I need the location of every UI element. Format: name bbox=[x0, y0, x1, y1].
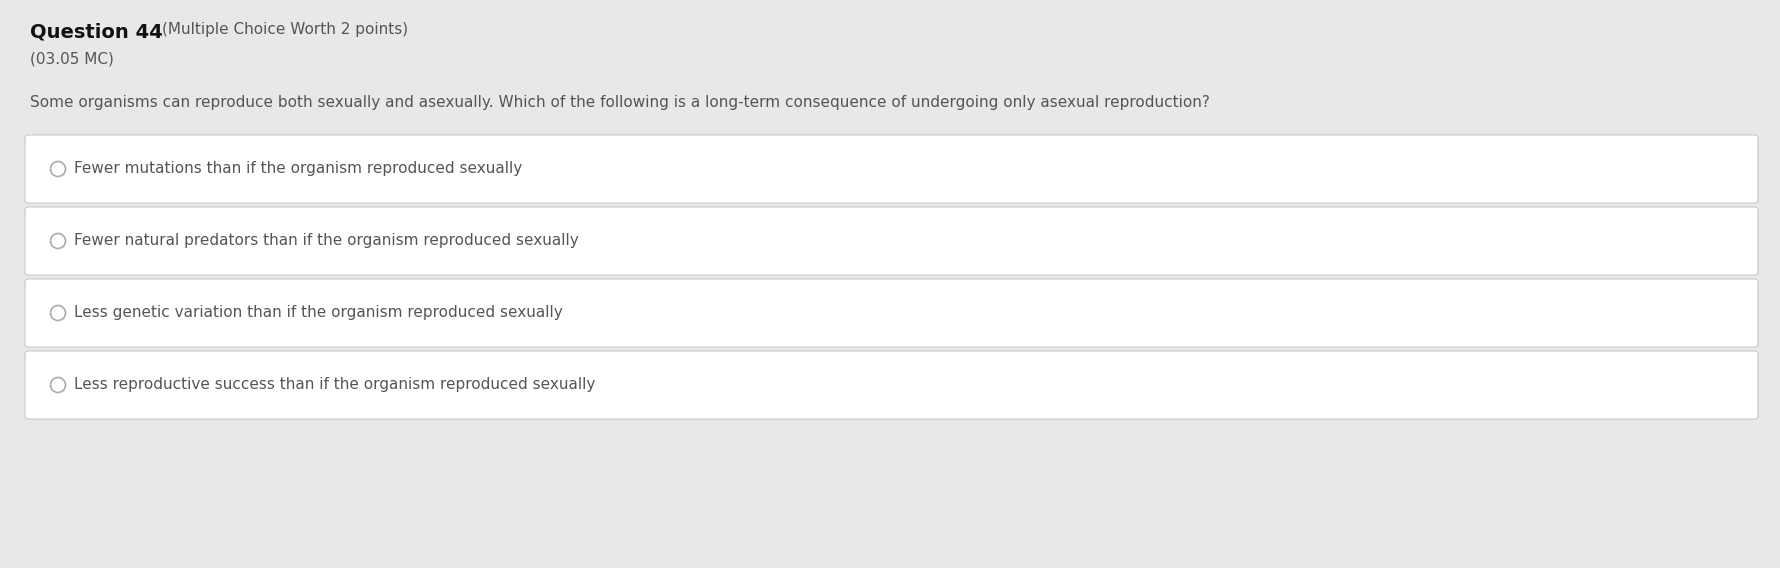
Circle shape bbox=[50, 306, 66, 320]
Circle shape bbox=[50, 233, 66, 249]
Circle shape bbox=[50, 378, 66, 392]
FancyBboxPatch shape bbox=[25, 207, 1759, 275]
Text: Fewer natural predators than if the organism reproduced sexually: Fewer natural predators than if the orga… bbox=[75, 233, 579, 249]
FancyBboxPatch shape bbox=[25, 135, 1759, 203]
FancyBboxPatch shape bbox=[25, 351, 1759, 419]
Text: (03.05 MC): (03.05 MC) bbox=[30, 52, 114, 67]
Text: Question 44: Question 44 bbox=[30, 22, 162, 41]
Text: Some organisms can reproduce both sexually and asexually. Which of the following: Some organisms can reproduce both sexual… bbox=[30, 95, 1210, 110]
FancyBboxPatch shape bbox=[25, 279, 1759, 347]
Circle shape bbox=[50, 161, 66, 177]
Text: Fewer mutations than if the organism reproduced sexually: Fewer mutations than if the organism rep… bbox=[75, 161, 522, 177]
Text: Less reproductive success than if the organism reproduced sexually: Less reproductive success than if the or… bbox=[75, 378, 595, 392]
Text: (Multiple Choice Worth 2 points): (Multiple Choice Worth 2 points) bbox=[162, 22, 408, 37]
Text: Less genetic variation than if the organism reproduced sexually: Less genetic variation than if the organ… bbox=[75, 306, 562, 320]
